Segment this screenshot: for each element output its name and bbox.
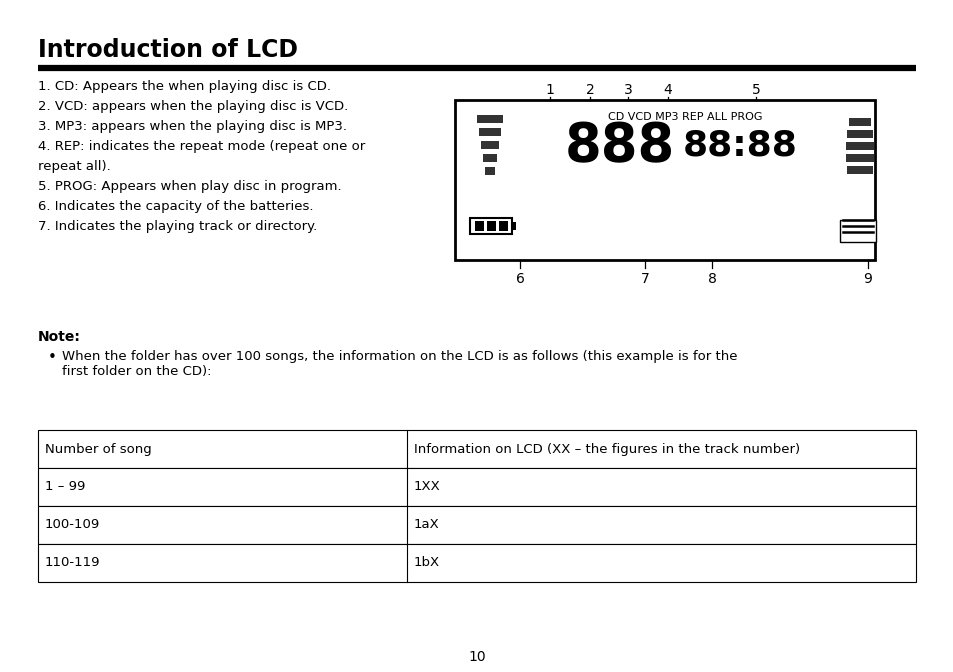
Text: 6. Indicates the capacity of the batteries.: 6. Indicates the capacity of the batteri… bbox=[38, 200, 314, 213]
Text: 7: 7 bbox=[640, 272, 649, 286]
Bar bbox=[38, 506, 915, 544]
Text: repeat all).: repeat all). bbox=[38, 160, 111, 173]
Text: 1bX: 1bX bbox=[414, 556, 439, 569]
Bar bbox=[484, 167, 495, 175]
Text: 8: 8 bbox=[707, 272, 716, 286]
Text: 9: 9 bbox=[862, 272, 872, 286]
Text: Number of song: Number of song bbox=[45, 442, 152, 456]
Text: 5: 5 bbox=[751, 83, 760, 97]
Text: 6: 6 bbox=[515, 272, 524, 286]
Text: •: • bbox=[48, 350, 57, 365]
Bar bbox=[512, 222, 516, 230]
Bar bbox=[846, 166, 872, 174]
Text: When the folder has over 100 songs, the information on the LCD is as follows (th: When the folder has over 100 songs, the … bbox=[62, 350, 737, 378]
Text: 888: 888 bbox=[564, 120, 675, 172]
Text: Note:: Note: bbox=[38, 330, 81, 344]
Bar bbox=[482, 154, 497, 162]
Bar bbox=[480, 141, 498, 149]
Text: 2: 2 bbox=[585, 83, 594, 97]
Text: Introduction of LCD: Introduction of LCD bbox=[38, 38, 297, 62]
Text: 1 – 99: 1 – 99 bbox=[45, 480, 85, 493]
Text: 4. REP: indicates the repeat mode (repeat one or: 4. REP: indicates the repeat mode (repea… bbox=[38, 140, 365, 153]
Text: 1: 1 bbox=[545, 83, 554, 97]
Text: 110-119: 110-119 bbox=[45, 556, 100, 569]
Bar bbox=[475, 221, 483, 231]
Bar bbox=[845, 142, 873, 150]
Text: 4: 4 bbox=[663, 83, 672, 97]
Bar bbox=[845, 154, 873, 162]
Text: 100-109: 100-109 bbox=[45, 519, 100, 532]
Text: 1. CD: Appears the when playing disc is CD.: 1. CD: Appears the when playing disc is … bbox=[38, 80, 331, 93]
Bar bbox=[840, 220, 875, 242]
Bar bbox=[498, 221, 507, 231]
Text: 88:88: 88:88 bbox=[681, 128, 797, 162]
Bar bbox=[455, 100, 874, 260]
Bar bbox=[848, 118, 870, 126]
Bar bbox=[38, 430, 915, 468]
Bar bbox=[470, 218, 512, 234]
Bar bbox=[476, 115, 502, 123]
Text: Information on LCD (XX – the figures in the track number): Information on LCD (XX – the figures in … bbox=[414, 442, 799, 456]
Text: CD VCD MP3 REP ALL PROG: CD VCD MP3 REP ALL PROG bbox=[607, 112, 761, 122]
Text: 1XX: 1XX bbox=[414, 480, 440, 493]
Text: 5. PROG: Appears when play disc in program.: 5. PROG: Appears when play disc in progr… bbox=[38, 180, 341, 193]
Bar bbox=[38, 544, 915, 582]
Bar bbox=[846, 130, 872, 138]
Text: 1aX: 1aX bbox=[414, 519, 439, 532]
Bar bbox=[478, 128, 500, 136]
Text: 10: 10 bbox=[468, 650, 485, 664]
Text: 3. MP3: appears when the playing disc is MP3.: 3. MP3: appears when the playing disc is… bbox=[38, 120, 347, 133]
Bar bbox=[486, 221, 496, 231]
Text: 2. VCD: appears when the playing disc is VCD.: 2. VCD: appears when the playing disc is… bbox=[38, 100, 348, 113]
Text: 3: 3 bbox=[623, 83, 632, 97]
Bar bbox=[38, 468, 915, 506]
Text: 7. Indicates the playing track or directory.: 7. Indicates the playing track or direct… bbox=[38, 220, 317, 233]
